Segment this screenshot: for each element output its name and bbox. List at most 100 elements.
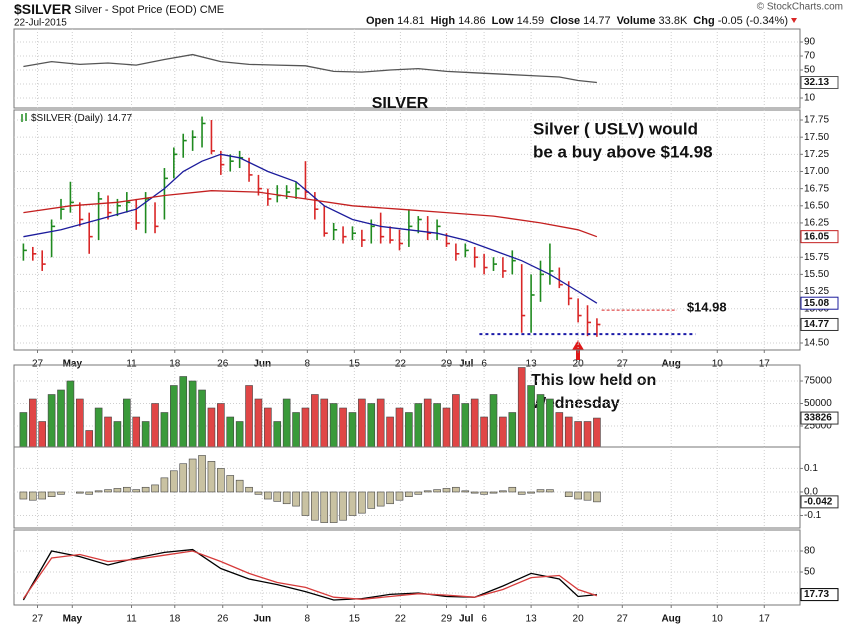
x-tick-label: 8	[305, 359, 311, 370]
bar	[564, 416, 573, 448]
y-tick-label: 80	[804, 546, 816, 557]
bar	[264, 491, 272, 500]
bar	[57, 491, 65, 495]
last-value: 16.05	[804, 231, 829, 242]
bar	[452, 394, 460, 448]
bar	[282, 398, 291, 448]
y-tick-label: 50	[804, 65, 816, 76]
last-value-box	[800, 495, 839, 509]
bar	[527, 491, 535, 494]
y-tick-label: 17.50	[804, 132, 829, 143]
bar	[160, 477, 169, 493]
chart-header: $SILVER Silver - Spot Price (EOD) CME	[14, 1, 224, 17]
bar	[395, 491, 404, 501]
bar	[19, 491, 28, 500]
bar	[489, 491, 498, 494]
x-tick-label: 27	[617, 359, 629, 370]
bar	[376, 491, 385, 507]
bar	[358, 491, 366, 514]
x-tick-label: Aug	[661, 614, 680, 625]
bar	[151, 403, 159, 448]
bar	[329, 491, 338, 523]
y-tick-label: 15.75	[804, 252, 829, 263]
bar	[217, 468, 225, 493]
bar	[461, 490, 470, 493]
quote-label: Low	[492, 15, 514, 27]
last-value: 32.13	[804, 77, 829, 88]
bar	[348, 491, 357, 516]
y-tick-label: 15.25	[804, 286, 829, 297]
bar	[386, 491, 394, 505]
legend-value: 14.77	[107, 113, 132, 124]
bar	[546, 398, 554, 448]
bar	[160, 412, 169, 448]
x-tick-label: May	[63, 359, 83, 370]
x-tick-label: Jun	[253, 614, 271, 625]
bar	[57, 389, 65, 448]
annotation-title: SILVER	[372, 95, 429, 112]
bar	[104, 416, 112, 448]
x-tick-label: 18	[169, 614, 181, 625]
quote-value: 14.59	[517, 15, 545, 27]
x-tick-label: 11	[126, 614, 137, 625]
indicator-line	[22, 548, 597, 601]
instrument-name: Silver - Spot Price (EOD)	[74, 4, 196, 16]
quote-label: Chg	[693, 15, 714, 27]
quote-value: 14.81	[397, 15, 425, 27]
bar	[123, 398, 131, 448]
bar	[339, 407, 347, 448]
x-tick-label: Aug	[661, 359, 680, 370]
legend: $SILVER (Daily) 14.77	[31, 113, 133, 124]
x-tick-label: 26	[217, 359, 229, 370]
y-tick-label: 15.50	[804, 269, 829, 280]
last-value-box	[800, 317, 839, 331]
x-tick-label: Jul	[459, 614, 474, 625]
bar	[104, 489, 112, 493]
y-tick-label: 50000	[804, 398, 832, 409]
last-value-box	[800, 296, 839, 310]
x-tick-label: 26	[217, 614, 229, 625]
bar	[29, 491, 37, 501]
bar	[273, 421, 282, 448]
bar	[29, 398, 37, 448]
x-tick-label: Jun	[253, 359, 271, 370]
bar	[593, 491, 601, 503]
x-tick-label: 18	[169, 359, 181, 370]
bar	[47, 491, 56, 497]
bar	[480, 491, 488, 495]
bar	[433, 489, 441, 493]
bar	[76, 491, 84, 494]
bar	[414, 491, 423, 495]
x-tick-label: 22	[395, 614, 407, 625]
bar	[19, 412, 28, 448]
bar	[311, 394, 319, 448]
x-tick-label: 10	[712, 359, 724, 370]
x-tick-label: 13	[526, 359, 538, 370]
bar	[311, 491, 319, 521]
bar	[226, 475, 235, 493]
bar	[151, 484, 159, 493]
panel-frame	[13, 446, 801, 529]
y-tick-label: 16.50	[804, 200, 829, 211]
quote-label: Volume	[617, 15, 656, 27]
indicator-line	[22, 550, 598, 600]
bar	[423, 490, 432, 493]
bar	[85, 430, 94, 448]
bar	[132, 416, 141, 448]
bar	[254, 491, 263, 495]
bar	[198, 389, 206, 448]
bar	[517, 367, 526, 448]
bar	[292, 412, 300, 448]
bar	[94, 490, 103, 493]
quote-line: Open 14.81 High 14.86 Low 14.59 Close 14.77 Volu…	[366, 15, 788, 27]
bar	[141, 421, 150, 448]
bar	[273, 491, 282, 502]
bar	[376, 398, 385, 448]
y-tick-label: 16.75	[804, 183, 829, 194]
bar	[536, 489, 545, 493]
bar	[301, 407, 310, 448]
last-value: 33826	[804, 413, 832, 424]
bar	[395, 407, 404, 448]
bar	[386, 416, 394, 448]
